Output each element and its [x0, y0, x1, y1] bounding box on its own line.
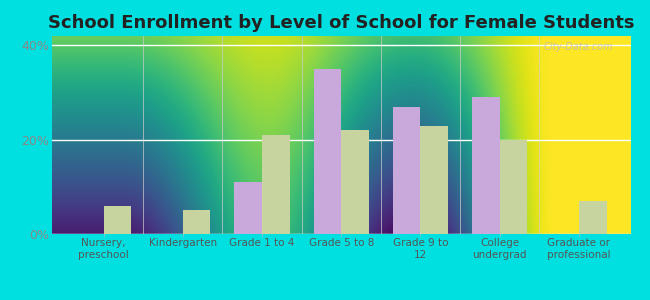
- Bar: [234, 182, 262, 234]
- Title: School Enrollment by Level of School for Female Students: School Enrollment by Level of School for…: [48, 14, 634, 32]
- Bar: [262, 135, 290, 234]
- Bar: [313, 69, 341, 234]
- Bar: [472, 97, 500, 234]
- Text: City-Data.com: City-Data.com: [543, 42, 613, 52]
- Bar: [341, 130, 369, 234]
- Bar: [579, 201, 606, 234]
- Bar: [421, 126, 448, 234]
- Bar: [103, 206, 131, 234]
- Bar: [393, 107, 421, 234]
- Bar: [183, 210, 211, 234]
- Bar: [500, 140, 528, 234]
